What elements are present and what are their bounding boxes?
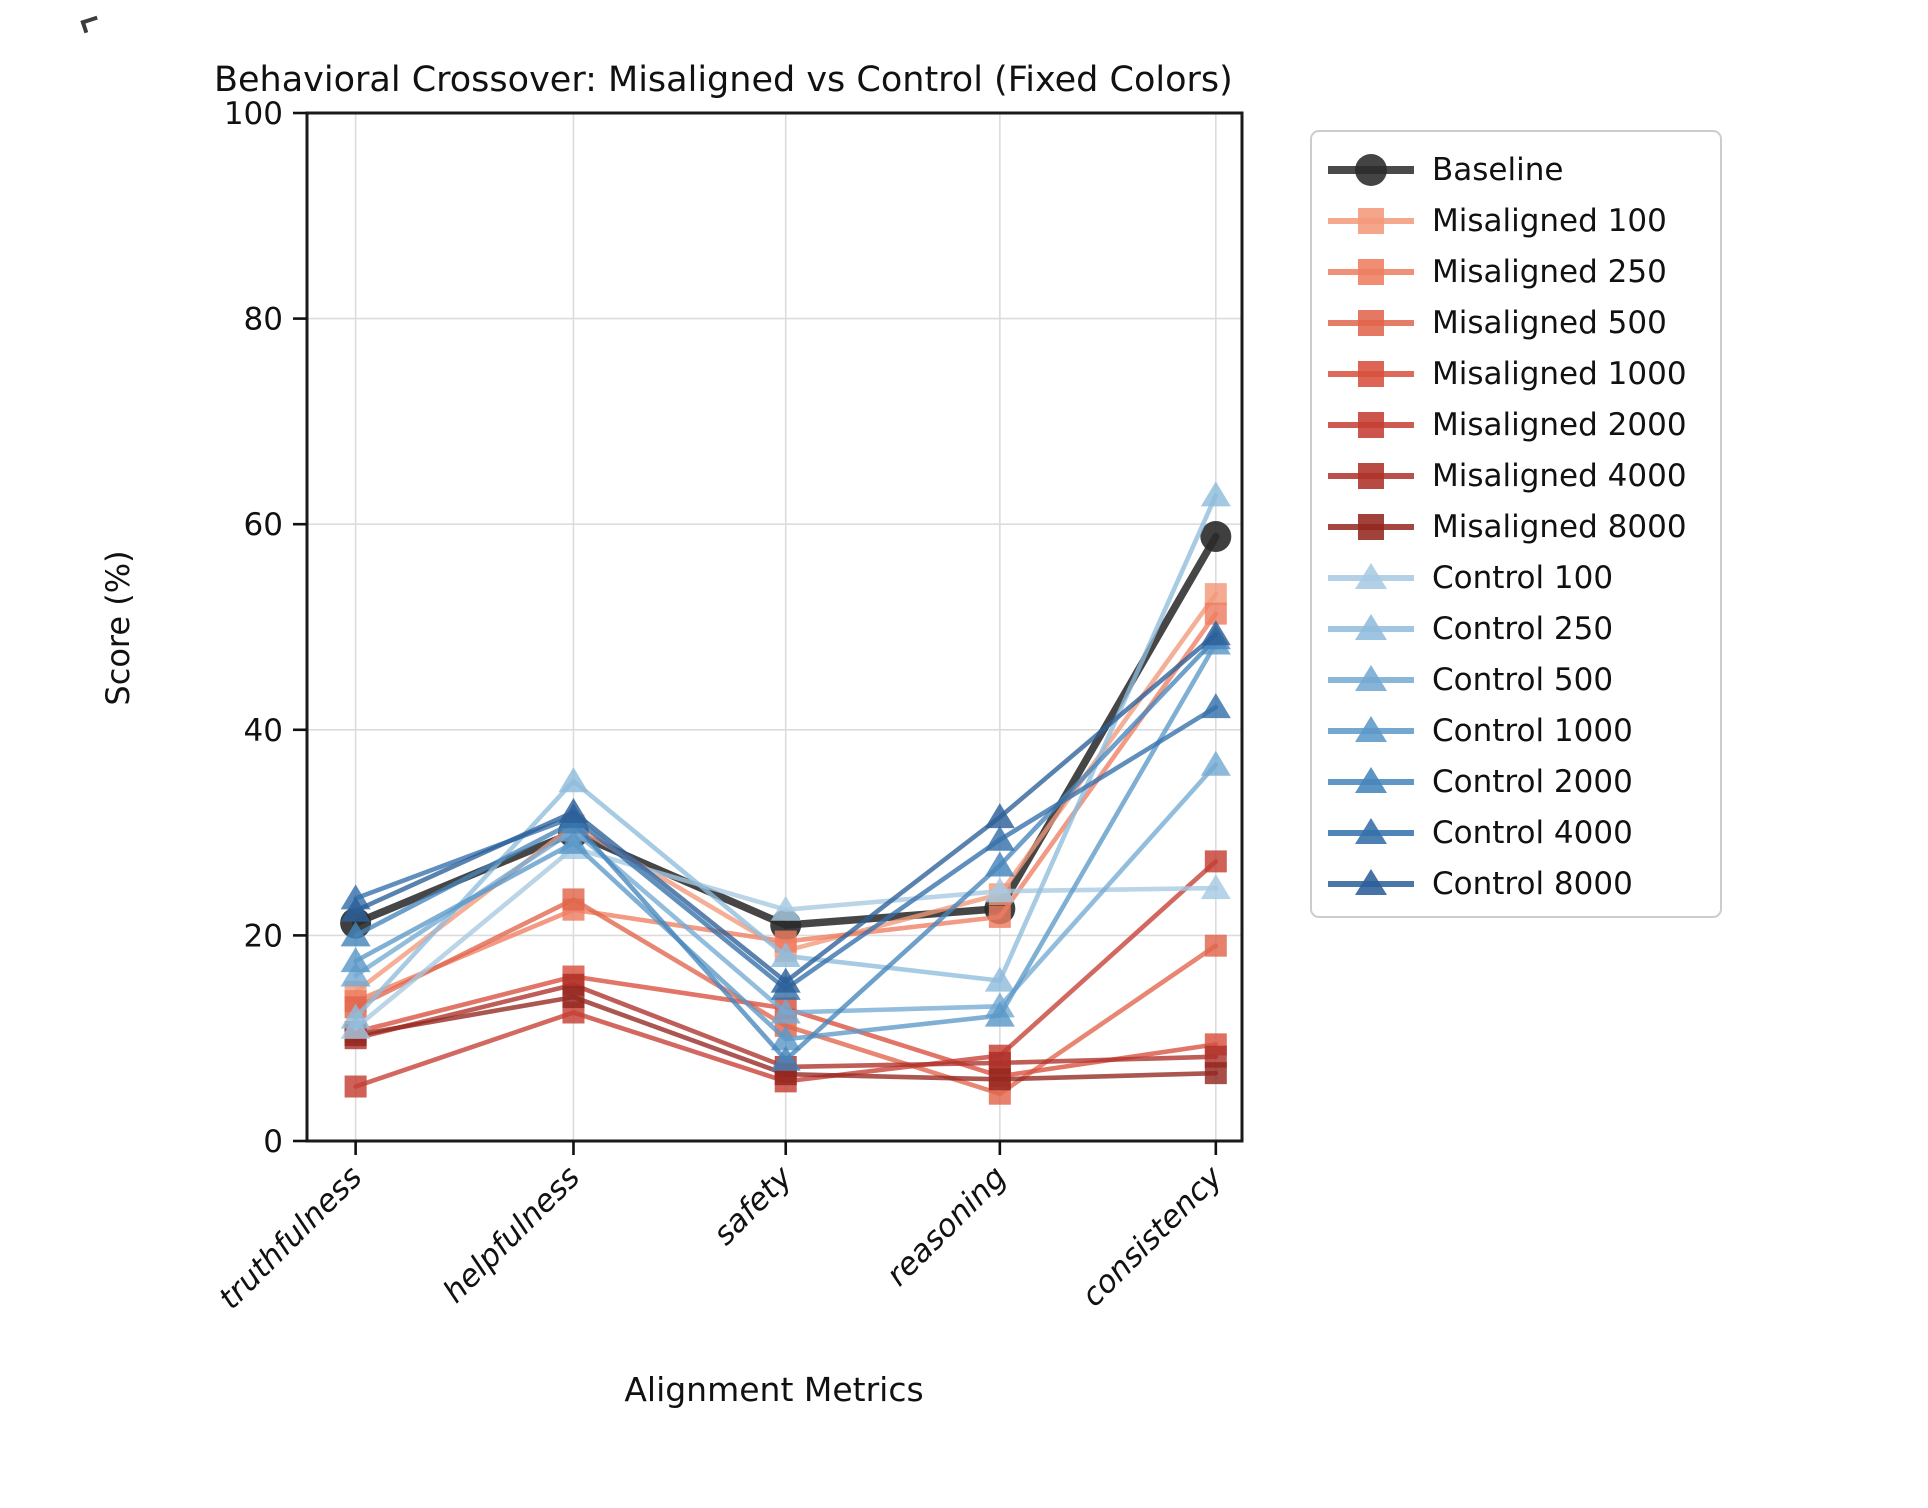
legend-label: Misaligned 500: [1432, 304, 1667, 341]
data-point-triangle: [770, 941, 801, 967]
triangle-marker-icon: [1328, 868, 1414, 895]
data-point-square: [1204, 602, 1227, 625]
data-point-circle: [1200, 521, 1232, 553]
data-point-square: [562, 888, 585, 911]
legend-label: Control 8000: [1432, 865, 1633, 902]
legend-item-control-500: Control 500: [1324, 654, 1710, 705]
triangle-marker-icon: [1328, 562, 1414, 589]
legend-item-control-8000: Control 8000: [1324, 858, 1710, 909]
data-point-square: [1204, 934, 1227, 957]
legend-item-misaligned-2000: Misaligned 2000: [1324, 399, 1710, 450]
legend-item-control-100: Control 100: [1324, 552, 1710, 603]
data-point-triangle: [1200, 693, 1231, 719]
legend-label: Control 250: [1432, 610, 1614, 647]
triangle-marker-icon: [1328, 613, 1414, 640]
triangle-marker-icon: [1328, 715, 1414, 742]
y-tick-label: 80: [244, 302, 283, 338]
legend-label: Control 1000: [1432, 712, 1633, 749]
legend-item-control-4000: Control 4000: [1324, 807, 1710, 858]
y-tick-label: 60: [244, 507, 283, 543]
square-marker-icon: [1328, 411, 1414, 438]
data-point-triangle: [1200, 620, 1231, 646]
legend-label: Misaligned 100: [1432, 202, 1667, 239]
x-tick-label: helpfulness: [436, 1159, 587, 1310]
data-point-triangle: [770, 1025, 801, 1051]
data-point-square: [1204, 850, 1227, 873]
legend-item-misaligned-100: Misaligned 100: [1324, 195, 1710, 246]
data-point-triangle: [340, 896, 371, 922]
square-marker-icon: [1328, 513, 1414, 540]
data-point-triangle: [558, 828, 589, 854]
data-point-triangle: [984, 1001, 1015, 1027]
data-point-square: [774, 930, 797, 953]
x-tick-label: safety: [706, 1159, 800, 1253]
triangle-marker-icon: [1328, 817, 1414, 844]
legend: Baseline Misaligned 100 Misaligned 250 Misa…: [1310, 130, 1722, 918]
chart-title: Behavioral Crossover: Misaligned vs Cont…: [214, 60, 1233, 100]
data-point-triangle: [558, 798, 589, 824]
y-tick-label: 20: [244, 918, 283, 954]
data-point-square: [562, 986, 585, 1009]
data-point-triangle: [984, 966, 1015, 992]
square-marker-icon: [1328, 462, 1414, 489]
data-point-triangle: [340, 921, 371, 947]
data-point-triangle: [770, 967, 801, 993]
legend-label: Control 4000: [1432, 814, 1633, 851]
data-point-square: [988, 1068, 1011, 1091]
square-marker-icon: [1328, 360, 1414, 387]
legend-label: Misaligned 250: [1432, 253, 1667, 290]
data-point-triangle: [770, 998, 801, 1024]
legend-item-misaligned-8000: Misaligned 8000: [1324, 501, 1710, 552]
data-point-square: [1204, 1062, 1227, 1085]
legend-label: Misaligned 1000: [1432, 355, 1687, 392]
data-point-square: [1204, 583, 1227, 606]
plot-border: [305, 111, 1244, 1143]
legend-item-control-2000: Control 2000: [1324, 756, 1710, 807]
circle-marker-icon: [1328, 153, 1414, 186]
data-point-triangle: [770, 1045, 801, 1071]
legend-label: Misaligned 2000: [1432, 406, 1687, 443]
data-point-triangle: [340, 961, 371, 987]
x-axis-title: Alignment Metrics: [624, 1370, 924, 1409]
legend-item-misaligned-4000: Misaligned 4000: [1324, 450, 1710, 501]
legend-item-misaligned-250: Misaligned 250: [1324, 246, 1710, 297]
data-point-triangle: [984, 803, 1015, 829]
x-tick-label: reasoning: [879, 1159, 1013, 1293]
data-point-triangle: [984, 851, 1015, 877]
legend-label: Control 100: [1432, 559, 1614, 596]
legend-item-misaligned-1000: Misaligned 1000: [1324, 348, 1710, 399]
square-marker-icon: [1328, 258, 1414, 285]
data-point-triangle: [558, 767, 589, 793]
data-point-triangle: [340, 947, 371, 973]
data-point-triangle: [1200, 874, 1231, 900]
data-point-triangle: [984, 825, 1015, 851]
data-point-triangle: [984, 877, 1015, 903]
square-marker-icon: [1328, 309, 1414, 336]
triangle-marker-icon: [1328, 664, 1414, 691]
legend-item-baseline: Baseline: [1324, 144, 1710, 195]
data-point-square: [344, 1075, 367, 1098]
y-tick-label: 40: [244, 713, 283, 749]
data-point-triangle: [1200, 481, 1231, 507]
y-tick-label: 0: [263, 1124, 283, 1160]
data-point-square: [988, 905, 1011, 928]
legend-label: Control 500: [1432, 661, 1614, 698]
data-point-triangle: [340, 1003, 371, 1029]
legend-label: Misaligned 4000: [1432, 457, 1687, 494]
x-tick-label: truthfulness: [212, 1159, 369, 1316]
legend-label: Misaligned 8000: [1432, 508, 1687, 545]
legend-label: Baseline: [1432, 151, 1564, 188]
legend-item-control-1000: Control 1000: [1324, 705, 1710, 756]
legend-item-control-250: Control 250: [1324, 603, 1710, 654]
data-point-triangle: [1200, 750, 1231, 776]
legend-label: Control 2000: [1432, 763, 1633, 800]
legend-item-misaligned-500: Misaligned 500: [1324, 297, 1710, 348]
square-marker-icon: [1328, 207, 1414, 234]
x-tick-label: consistency: [1075, 1159, 1230, 1314]
triangle-marker-icon: [1328, 766, 1414, 793]
data-point-triangle: [770, 895, 801, 921]
y-tick-label: 100: [224, 96, 283, 132]
